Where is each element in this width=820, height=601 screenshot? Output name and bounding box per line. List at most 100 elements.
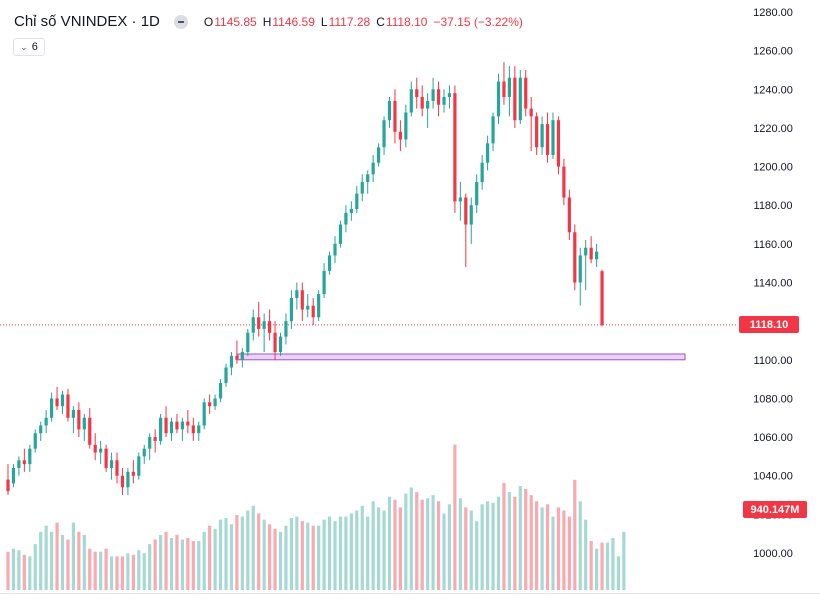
candle-body — [306, 305, 310, 310]
candle — [436, 81, 441, 117]
volume-bar — [584, 519, 588, 590]
candle-body — [77, 410, 81, 430]
support-zone-rect[interactable] — [237, 353, 686, 361]
candle-body — [524, 77, 528, 109]
candle-body — [240, 352, 244, 360]
price-axis-tick-label: 1040.00 — [753, 471, 793, 483]
candle-body — [175, 421, 179, 430]
volume-bar — [464, 507, 468, 590]
support-zone[interactable] — [237, 353, 686, 361]
volume-bar — [191, 541, 195, 590]
symbol-title[interactable]: Chỉ số VNINDEX · 1D — [14, 13, 160, 30]
volume-bar — [11, 548, 16, 590]
candle-body — [344, 212, 348, 225]
candle-body — [66, 394, 70, 418]
candle-body — [197, 425, 201, 434]
candle — [142, 444, 146, 465]
candle-body — [535, 116, 539, 148]
volume-bar — [398, 507, 402, 590]
volume-bar — [115, 556, 119, 590]
candle-body — [486, 143, 490, 163]
volume-bar — [491, 502, 495, 590]
close-value: 1118.10 — [385, 14, 428, 29]
candle — [278, 332, 283, 356]
candle-body — [436, 89, 441, 105]
volume-bar — [589, 541, 593, 590]
candle — [311, 297, 315, 326]
candle-body — [131, 471, 135, 476]
candle-body — [491, 116, 495, 144]
candle-body — [578, 255, 582, 283]
candle-body — [180, 421, 184, 430]
volume-bar — [469, 510, 473, 590]
price-axis-tick-label: 1260.00 — [753, 46, 793, 58]
candle — [578, 247, 582, 306]
volume-bar — [273, 528, 277, 590]
volume-bar — [251, 505, 255, 590]
candle-body — [387, 100, 392, 121]
candle-body — [431, 89, 435, 101]
candle — [251, 309, 255, 341]
price-axis[interactable]: 1000.001020.001040.001060.001080.001100.… — [753, 7, 793, 560]
volume-bar — [126, 553, 130, 590]
candle — [584, 239, 588, 291]
indicators-count: 6 — [31, 41, 38, 53]
candle — [600, 269, 604, 327]
candle-body — [371, 162, 375, 175]
volume-bar — [480, 504, 484, 590]
candle — [431, 77, 435, 109]
candle — [458, 182, 462, 221]
collapse-legend-button[interactable] — [173, 14, 188, 29]
volume-bar — [213, 528, 217, 590]
price-axis-tick-label: 1200.00 — [753, 162, 793, 174]
candle — [409, 81, 413, 117]
candle — [104, 444, 108, 472]
volume-bar — [496, 496, 501, 590]
volume-bar — [295, 516, 299, 590]
candle — [131, 460, 135, 484]
volume-bar — [387, 496, 392, 590]
volume-bar — [164, 531, 168, 590]
volume-bar — [240, 516, 244, 590]
indicators-toggle-button[interactable]: ⌄ 6 — [13, 38, 45, 56]
volume-bar — [556, 507, 561, 590]
candle — [148, 433, 152, 461]
candle-body — [104, 448, 108, 468]
volume-bar — [377, 507, 381, 590]
candle-body — [137, 456, 141, 476]
candle-body — [246, 332, 250, 353]
candle — [529, 97, 533, 152]
volume-bar — [28, 556, 32, 590]
volume-bar — [268, 524, 272, 590]
volume-bar — [535, 501, 539, 590]
volume-bar — [278, 531, 283, 590]
price-axis-tick-label: 1080.00 — [753, 393, 793, 405]
volume-bar — [426, 498, 430, 590]
volume-bar — [616, 556, 620, 590]
candle-body — [442, 97, 446, 105]
volume-bar — [327, 516, 332, 590]
candle — [224, 363, 228, 387]
candle-body — [126, 471, 130, 488]
candle-body — [562, 166, 566, 198]
candle — [246, 328, 250, 356]
candle-body — [327, 255, 332, 271]
candle-body — [426, 100, 430, 109]
volume-bar — [246, 510, 250, 590]
candle — [567, 189, 571, 240]
volume-bar — [159, 534, 163, 590]
candle-body — [257, 317, 261, 329]
volume-bar — [55, 522, 59, 590]
candle — [306, 294, 310, 318]
candle — [235, 340, 239, 364]
candle — [268, 309, 272, 341]
candle — [377, 143, 381, 167]
candle-body — [507, 77, 511, 98]
candle-body — [518, 77, 522, 121]
volume-bar — [175, 534, 179, 590]
volume-bar — [33, 544, 37, 590]
volume-bar — [595, 548, 599, 590]
candle — [88, 408, 92, 449]
volume-bar — [180, 539, 184, 590]
